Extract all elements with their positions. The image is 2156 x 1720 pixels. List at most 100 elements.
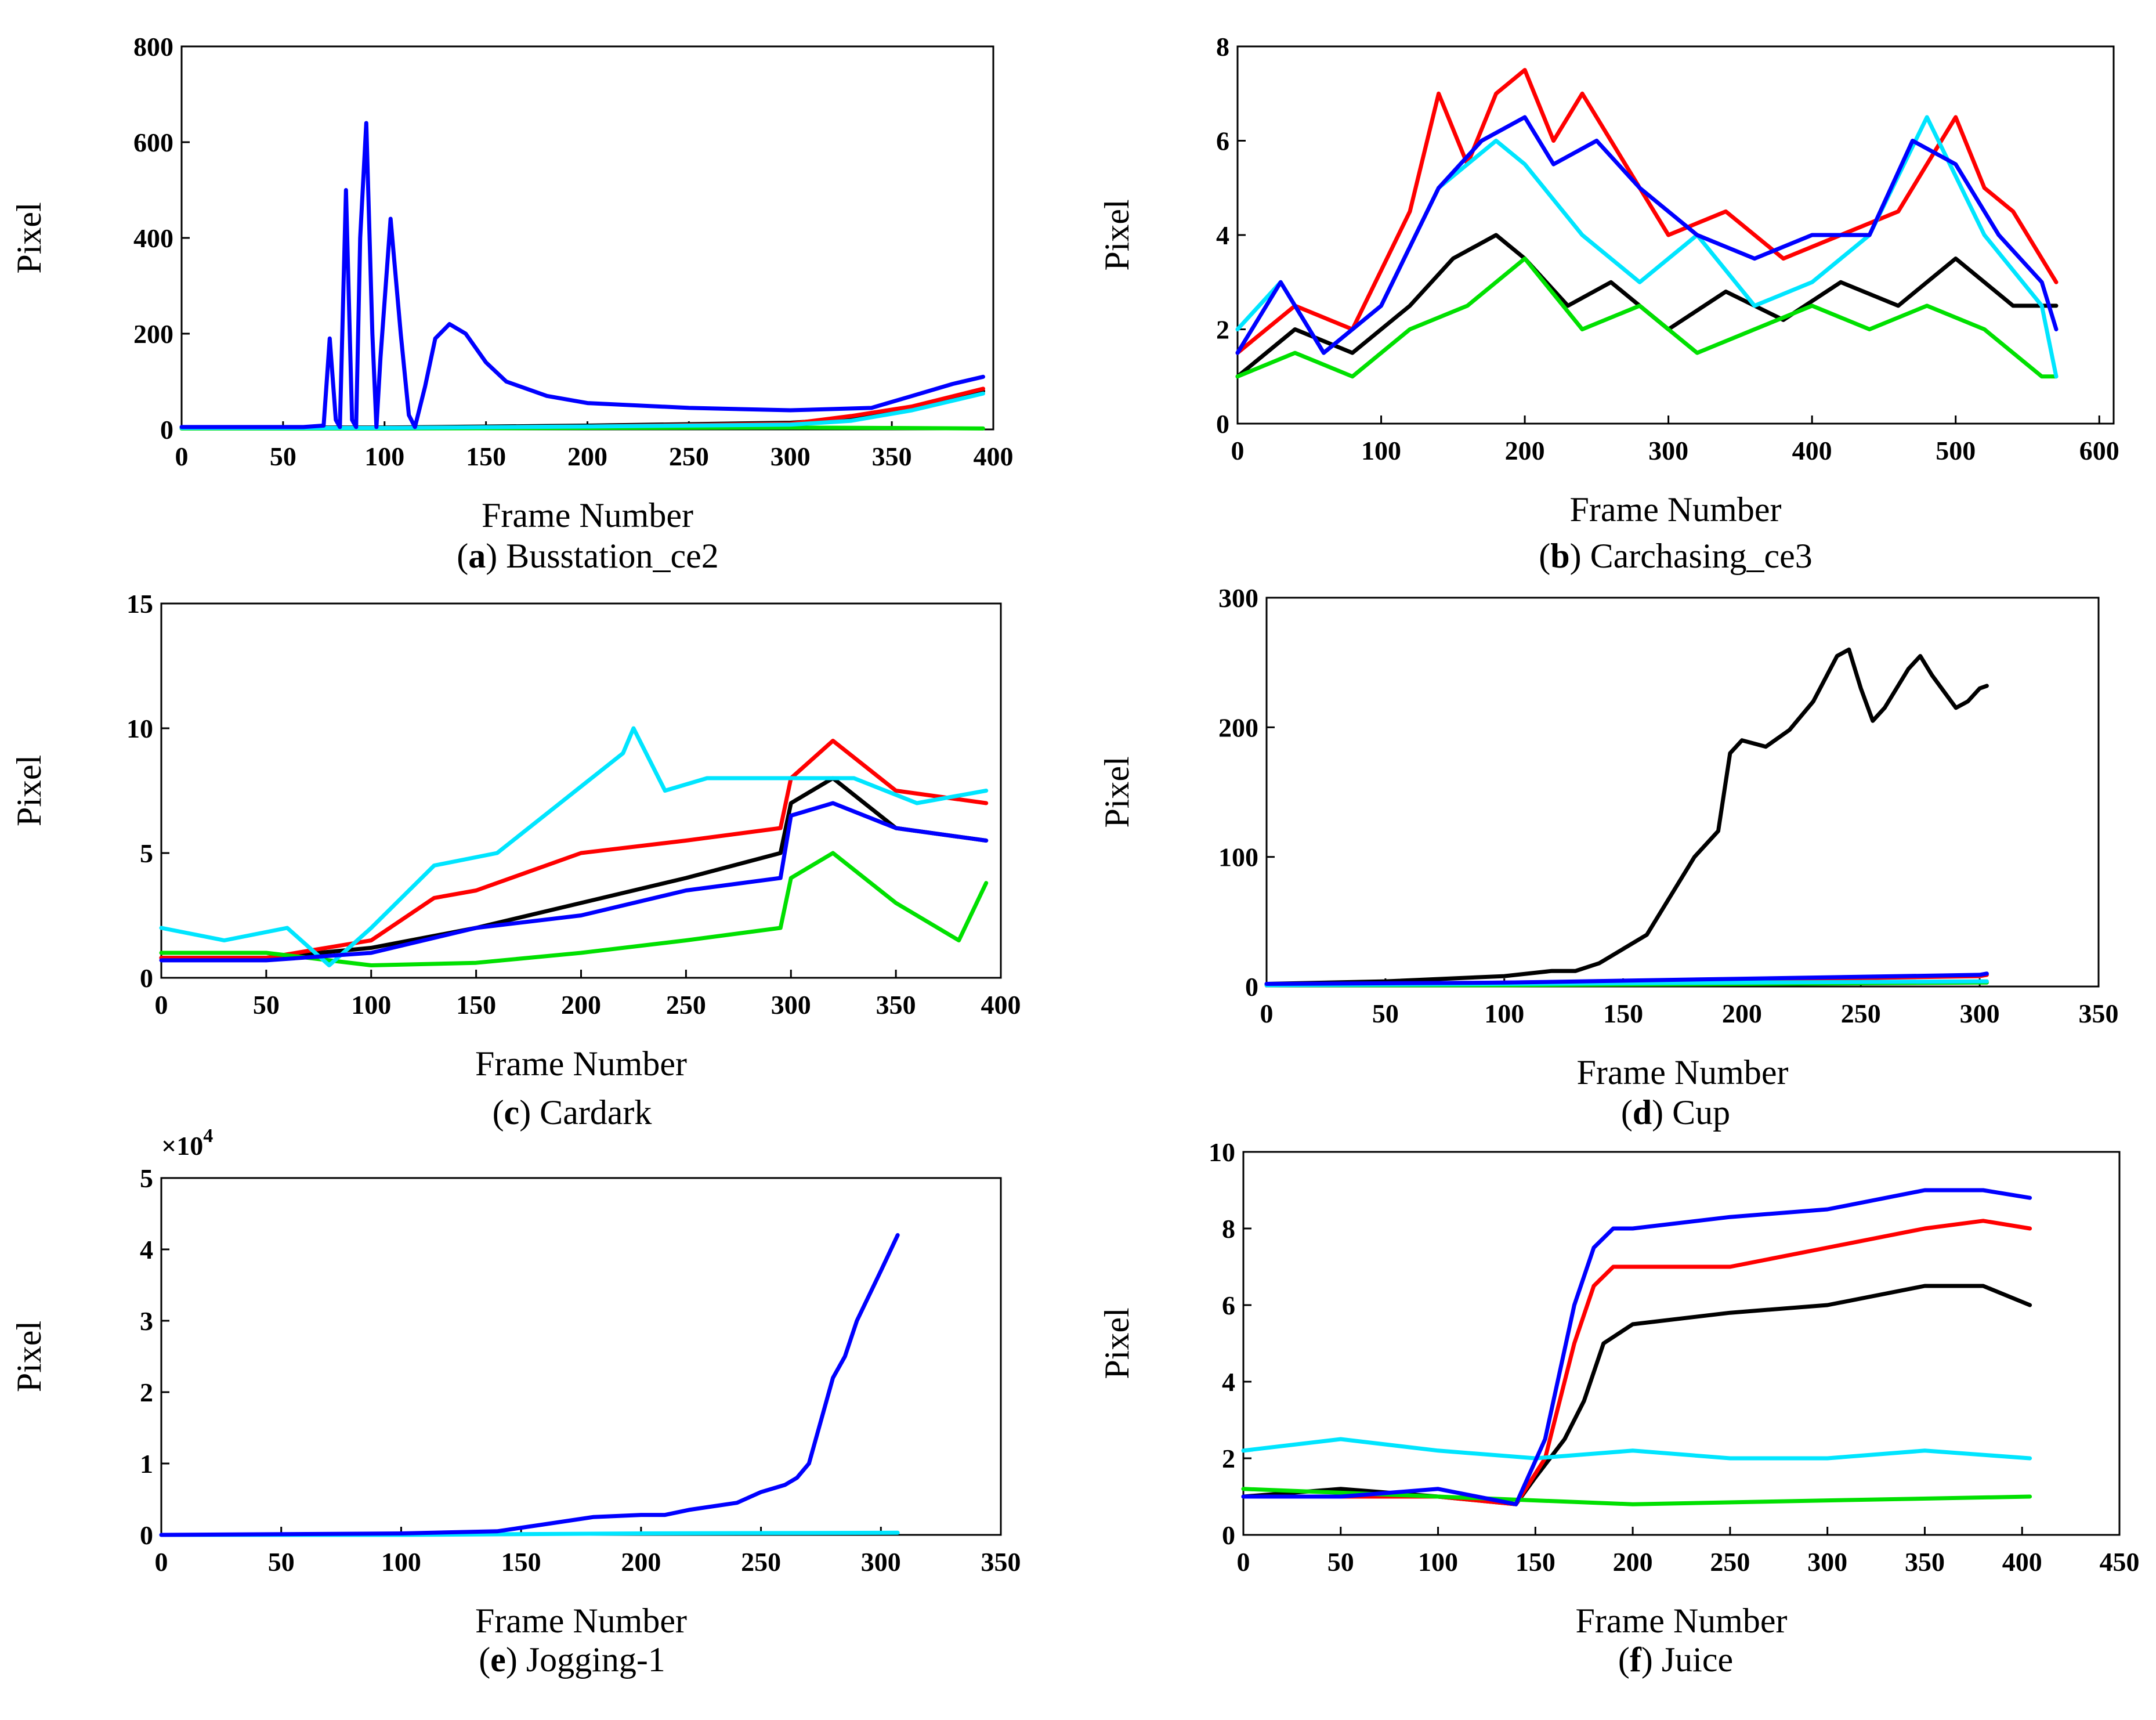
series-line-green	[159, 851, 989, 967]
x-tick-label: 350	[872, 442, 912, 471]
y-tick-label: 200	[133, 319, 173, 349]
y-tick-label: 5	[140, 1163, 153, 1193]
x-tick-label: 100	[1418, 1547, 1458, 1577]
y-tick-label: 0	[1216, 409, 1229, 439]
series-line-black	[1235, 233, 2059, 379]
series-line-blue	[1241, 1188, 2032, 1506]
x-tick-label: 250	[669, 442, 709, 471]
x-tick-label: 0	[155, 1547, 168, 1577]
y-tick-label: 2	[1222, 1444, 1235, 1473]
y-tick-label: 8	[1222, 1214, 1235, 1244]
x-tick-label: 150	[1603, 999, 1643, 1028]
x-tick-label: 500	[1936, 436, 1976, 465]
series-line-green	[1235, 256, 2059, 379]
series-line-red	[1235, 68, 2059, 355]
x-tick-label: 300	[771, 990, 811, 1020]
y-tick-label: 4	[140, 1235, 153, 1264]
plot-frame	[1242, 1151, 2121, 1536]
chart-panel-f: 0 50 100 150 200 250 300 350 400 450 0 2 4 6 8 10 Frame …	[1098, 1137, 2140, 1679]
y-axis-label: Pixel	[1098, 756, 1136, 828]
y-tick-label: 0	[160, 415, 173, 445]
panel-caption: (c) Cardark	[493, 1093, 652, 1132]
y-tick-label: 800	[133, 32, 173, 62]
x-tick-label: 0	[1260, 999, 1274, 1028]
series-line-cyan	[179, 391, 985, 430]
series-line-blue	[159, 801, 989, 963]
panel-caption: (f) Juice	[1618, 1640, 1733, 1679]
plot-frame	[180, 45, 994, 431]
x-axis-label: Frame Number	[1577, 1053, 1789, 1092]
x-axis-label: Frame Number	[1570, 490, 1782, 529]
y-axis-label: Pixel	[10, 1321, 48, 1392]
x-tick-label: 350	[2079, 999, 2119, 1028]
x-tick-label: 100	[364, 442, 404, 471]
x-tick-label: 300	[1960, 999, 2000, 1028]
x-tick-label: 250	[1841, 999, 1881, 1028]
x-tick-label: 400	[981, 990, 1021, 1020]
chart-panel-c: 0 50 100 150 200 250 300 350 400 0 5 10 15 Frame Numb…	[10, 589, 1021, 1132]
y-tick-label: 0	[1245, 972, 1258, 1002]
x-tick-label: 300	[1807, 1547, 1847, 1577]
x-tick-label: 450	[2100, 1547, 2140, 1577]
x-tick-label: 250	[666, 990, 706, 1020]
series-line-red	[1241, 1219, 2032, 1506]
y-tick-label: 600	[133, 128, 173, 157]
series-line-cyan	[1241, 1437, 2032, 1461]
x-tick-label: 150	[456, 990, 496, 1020]
y-tick-label: 4	[1216, 221, 1229, 250]
y-tick-label: 200	[1218, 713, 1258, 742]
x-tick-label: 350	[1905, 1547, 1945, 1577]
x-tick-label: 200	[621, 1547, 661, 1577]
x-tick-label: 300	[861, 1547, 901, 1577]
x-tick-label: 200	[1613, 1547, 1653, 1577]
y-tick-label: 1	[140, 1449, 153, 1479]
plot-frame	[160, 602, 1002, 979]
chart-panel-e: 0 50 100 150 200 250 300 350 0 1 2 3 4 5 ×104 Frame Num…	[10, 1125, 1021, 1679]
x-tick-label: 0	[1237, 1547, 1250, 1577]
y-tick-label: 0	[140, 963, 153, 993]
series-line-blue	[1235, 115, 2059, 355]
y-tick-label: 6	[1216, 127, 1229, 156]
x-tick-label: 150	[1515, 1547, 1555, 1577]
plot-frame	[1265, 597, 2100, 988]
x-tick-label: 250	[1710, 1547, 1750, 1577]
y-tick-label: 6	[1222, 1291, 1235, 1320]
y-tick-label: 4	[1222, 1367, 1235, 1397]
x-tick-label: 350	[981, 1547, 1021, 1577]
series-line-blue	[179, 121, 985, 429]
chart-panel-b: 0 100 200 300 400 500 600 0 2 4 6 8 Frame Number Pixe…	[1098, 32, 2119, 575]
panel-caption: (e) Jogging-1	[479, 1640, 665, 1679]
x-tick-label: 350	[876, 990, 916, 1020]
y-tick-label: 8	[1216, 32, 1229, 62]
x-tick-label: 400	[974, 442, 1014, 471]
y-tick-label: 0	[1222, 1520, 1235, 1550]
x-tick-label: 50	[270, 442, 296, 471]
x-tick-label: 50	[253, 990, 280, 1020]
x-axis-label: Frame Number	[1576, 1602, 1788, 1640]
x-tick-label: 150	[466, 442, 506, 471]
x-tick-label: 400	[2002, 1547, 2042, 1577]
x-tick-label: 200	[1505, 436, 1545, 465]
x-tick-label: 200	[567, 442, 607, 471]
x-tick-label: 150	[501, 1547, 541, 1577]
y-tick-label: 15	[126, 589, 153, 619]
x-axis-label: Frame Number	[475, 1602, 687, 1640]
series-line-black	[1264, 647, 1989, 986]
x-tick-label: 0	[175, 442, 189, 471]
y-axis-label: Pixel	[10, 755, 48, 826]
y-axis-label: Pixel	[1098, 199, 1136, 270]
y-axis-label: Pixel	[10, 202, 48, 273]
x-tick-label: 0	[1231, 436, 1245, 465]
series-line-blue	[159, 1233, 900, 1537]
x-tick-label: 300	[1648, 436, 1688, 465]
x-tick-label: 200	[1722, 999, 1762, 1028]
y-tick-label: 300	[1218, 583, 1258, 613]
y-tick-label: 100	[1218, 843, 1258, 872]
x-tick-label: 400	[1792, 436, 1832, 465]
x-tick-label: 100	[351, 990, 391, 1020]
plot-frame	[160, 1177, 1002, 1536]
y-exponent-label: ×104	[161, 1125, 213, 1161]
y-tick-label: 10	[126, 714, 153, 743]
chart-panel-a: 0 50 100 150 200 250 300 350 400 0 200 400 600 800 Fra…	[10, 32, 1014, 575]
